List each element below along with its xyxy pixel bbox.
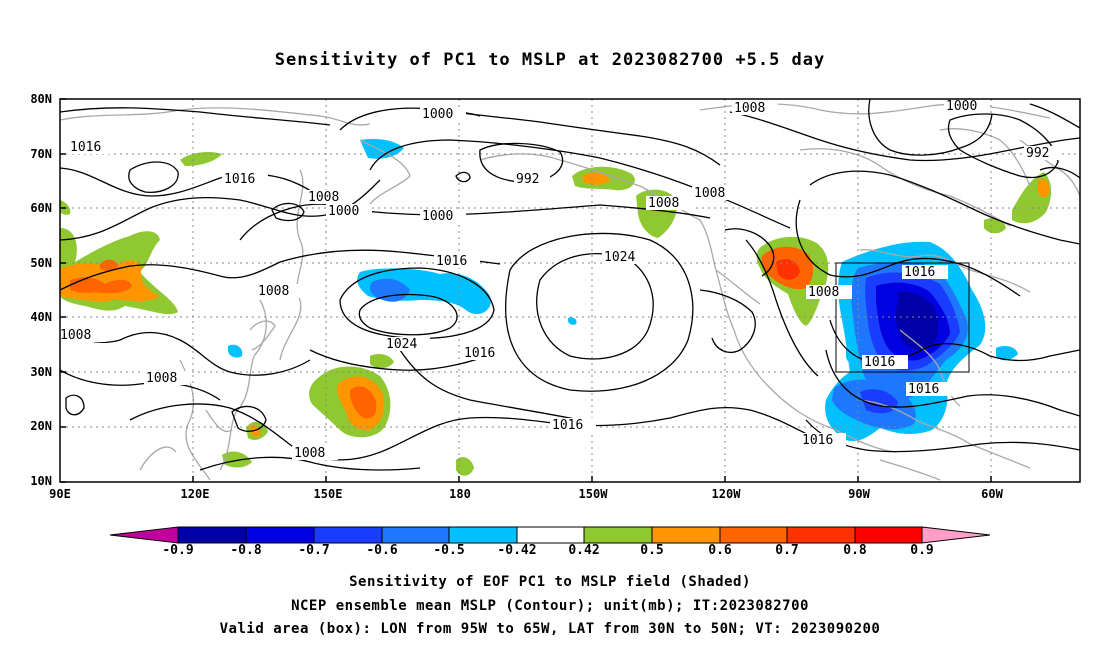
colorbar-label: -0.9 bbox=[162, 543, 194, 558]
contour-label: 1016 bbox=[802, 433, 833, 448]
colorbar-label: 0.7 bbox=[775, 543, 799, 558]
contour-label: 1008 bbox=[294, 446, 325, 461]
lon-label-90e: 90E bbox=[49, 487, 71, 501]
contour-label: 1008 bbox=[60, 328, 91, 343]
contour-label: 1016 bbox=[70, 140, 101, 155]
coastlines bbox=[60, 103, 1080, 481]
colorbar-end-high bbox=[921, 526, 991, 544]
contour-label: 1000 bbox=[422, 209, 453, 224]
lon-label-180: 180 bbox=[449, 487, 471, 501]
contour-labels: 1016 1016 1008 1000 1000 992 1000 1008 1… bbox=[60, 99, 1060, 461]
contour-label: 1016 bbox=[436, 254, 467, 269]
lat-label-10n: 10N bbox=[30, 474, 52, 488]
caption-line-2: NCEP ensemble mean MSLP (Contour); unit(… bbox=[291, 598, 809, 614]
contour-label: 1008 bbox=[808, 285, 839, 300]
lon-label-90w: 90W bbox=[848, 487, 870, 501]
contour-label: 1016 bbox=[904, 265, 935, 280]
caption-line-1: Sensitivity of EOF PC1 to MSLP field (Sh… bbox=[349, 574, 751, 590]
colorbar-segment bbox=[583, 526, 653, 544]
colorbar-segment bbox=[516, 526, 585, 544]
contour-label: 1016 bbox=[908, 382, 939, 397]
colorbar-label: 0.42 bbox=[568, 543, 600, 558]
contour-label: 1016 bbox=[224, 172, 255, 187]
lat-label-80n: 80N bbox=[30, 92, 52, 106]
contour-label: 1016 bbox=[552, 418, 583, 433]
colorbar-label: -0.42 bbox=[497, 543, 537, 558]
colorbar-segment bbox=[245, 526, 315, 544]
lat-label-50n: 50N bbox=[30, 256, 52, 270]
contour-label: 992 bbox=[1026, 146, 1049, 161]
colorbar-label: -0.8 bbox=[230, 543, 262, 558]
lon-label-120w: 120W bbox=[711, 487, 741, 501]
lat-label-70n: 70N bbox=[30, 147, 52, 161]
lon-label-120e: 120E bbox=[180, 487, 210, 501]
contour-label: 992 bbox=[516, 172, 539, 187]
contour-label: 1008 bbox=[146, 371, 177, 386]
contour-label: 1008 bbox=[648, 196, 679, 211]
colorbar-label: -0.7 bbox=[298, 543, 330, 558]
colorbar bbox=[109, 526, 991, 544]
axis-ticks bbox=[60, 98, 992, 483]
contour-label: 1024 bbox=[386, 337, 417, 352]
contour-label: 1016 bbox=[864, 355, 895, 370]
colorbar-label: 0.6 bbox=[708, 543, 732, 558]
colorbar-label: 0.5 bbox=[640, 543, 664, 558]
contour-label: 1016 bbox=[464, 346, 495, 361]
colorbar-segment bbox=[719, 526, 788, 544]
colorbar-label: -0.6 bbox=[366, 543, 398, 558]
lon-label-60w: 60W bbox=[981, 487, 1003, 501]
caption-line-3: Valid area (box): LON from 95W to 65W, L… bbox=[219, 621, 881, 637]
valid-area-box bbox=[835, 262, 970, 373]
contour-label: 1000 bbox=[422, 107, 453, 122]
lon-label-150e: 150E bbox=[313, 487, 343, 501]
colorbar-segment bbox=[177, 526, 247, 544]
contour-label: 1008 bbox=[308, 190, 339, 205]
lat-label-20n: 20N bbox=[30, 419, 52, 433]
colorbar-label: -0.5 bbox=[433, 543, 465, 558]
lat-label-40n: 40N bbox=[30, 310, 52, 324]
colorbar-segment bbox=[651, 526, 721, 544]
lon-label-150w: 150W bbox=[578, 487, 608, 501]
contour-label: 1008 bbox=[694, 186, 725, 201]
colorbar-segment bbox=[854, 526, 923, 544]
contour-label: 1008 bbox=[258, 284, 289, 299]
colorbar-segment bbox=[313, 526, 383, 544]
colorbar-segment bbox=[381, 526, 450, 544]
map-title: Sensitivity of PC1 to MSLP at 2023082700… bbox=[274, 50, 826, 70]
colorbar-end-low bbox=[109, 526, 179, 544]
colorbar-segment bbox=[786, 526, 856, 544]
lat-label-30n: 30N bbox=[30, 365, 52, 379]
contour-label: 1000 bbox=[946, 99, 977, 114]
map-frame bbox=[59, 98, 1081, 483]
contour-label: 1000 bbox=[328, 204, 359, 219]
colorbar-label: 0.8 bbox=[843, 543, 867, 558]
lat-label-60n: 60N bbox=[30, 201, 52, 215]
colorbar-label: 0.9 bbox=[910, 543, 934, 558]
colorbar-segment bbox=[448, 526, 518, 544]
contour-label: 1008 bbox=[734, 101, 765, 116]
contour-label: 1024 bbox=[604, 250, 635, 265]
